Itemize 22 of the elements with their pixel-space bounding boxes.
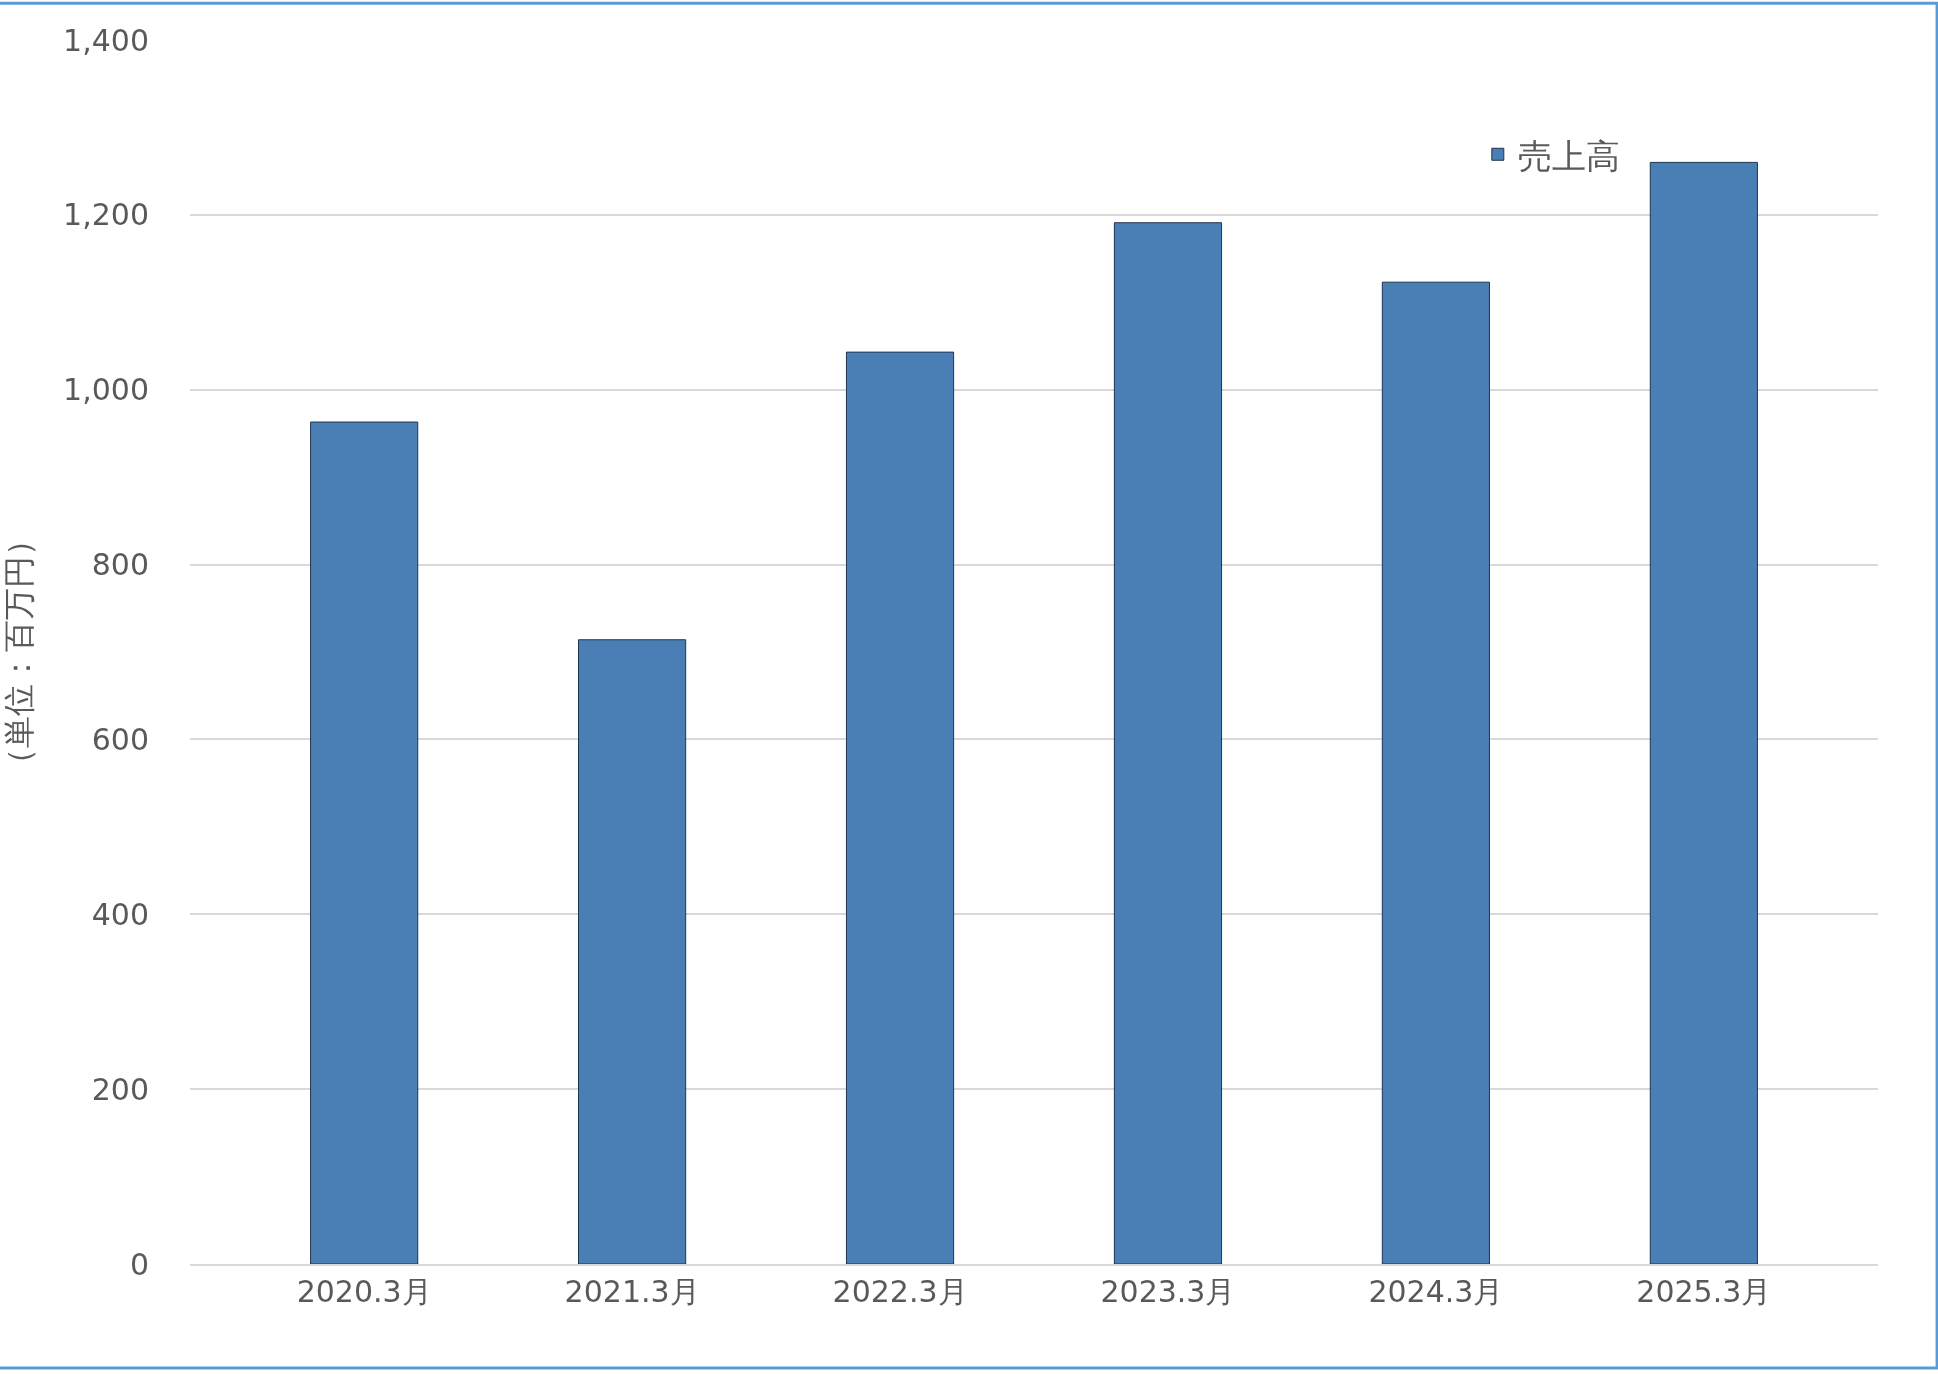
y-tick-label: 1,000 — [63, 372, 149, 408]
bar — [578, 639, 687, 1264]
y-tick-label: 800 — [91, 547, 149, 583]
x-tick-label: 2024.3月 — [1368, 1274, 1504, 1309]
bar — [1113, 222, 1223, 1264]
x-tick-label: 2020.3月 — [296, 1274, 432, 1309]
bar — [1381, 281, 1490, 1264]
bar — [845, 351, 955, 1264]
x-tick-label: 2022.3月 — [832, 1274, 968, 1309]
y-tick-label: 1,200 — [63, 197, 149, 233]
x-tick-label: 2023.3月 — [1100, 1274, 1236, 1309]
y-tick-label: 400 — [91, 896, 149, 932]
y-tick-label: 200 — [91, 1071, 149, 1107]
legend-label: 売上高 — [1517, 135, 1620, 176]
y-axis-title: （単位：百万円） — [0, 524, 38, 780]
bar — [310, 421, 419, 1264]
x-tick-label: 2025.3月 — [1636, 1274, 1772, 1309]
x-tick-label: 2021.3月 — [564, 1274, 700, 1309]
y-tick-label: 600 — [91, 721, 149, 757]
y-tick-label: 0 — [129, 1246, 149, 1282]
y-tick-label: 1,400 — [63, 22, 149, 58]
bar — [1649, 161, 1758, 1264]
